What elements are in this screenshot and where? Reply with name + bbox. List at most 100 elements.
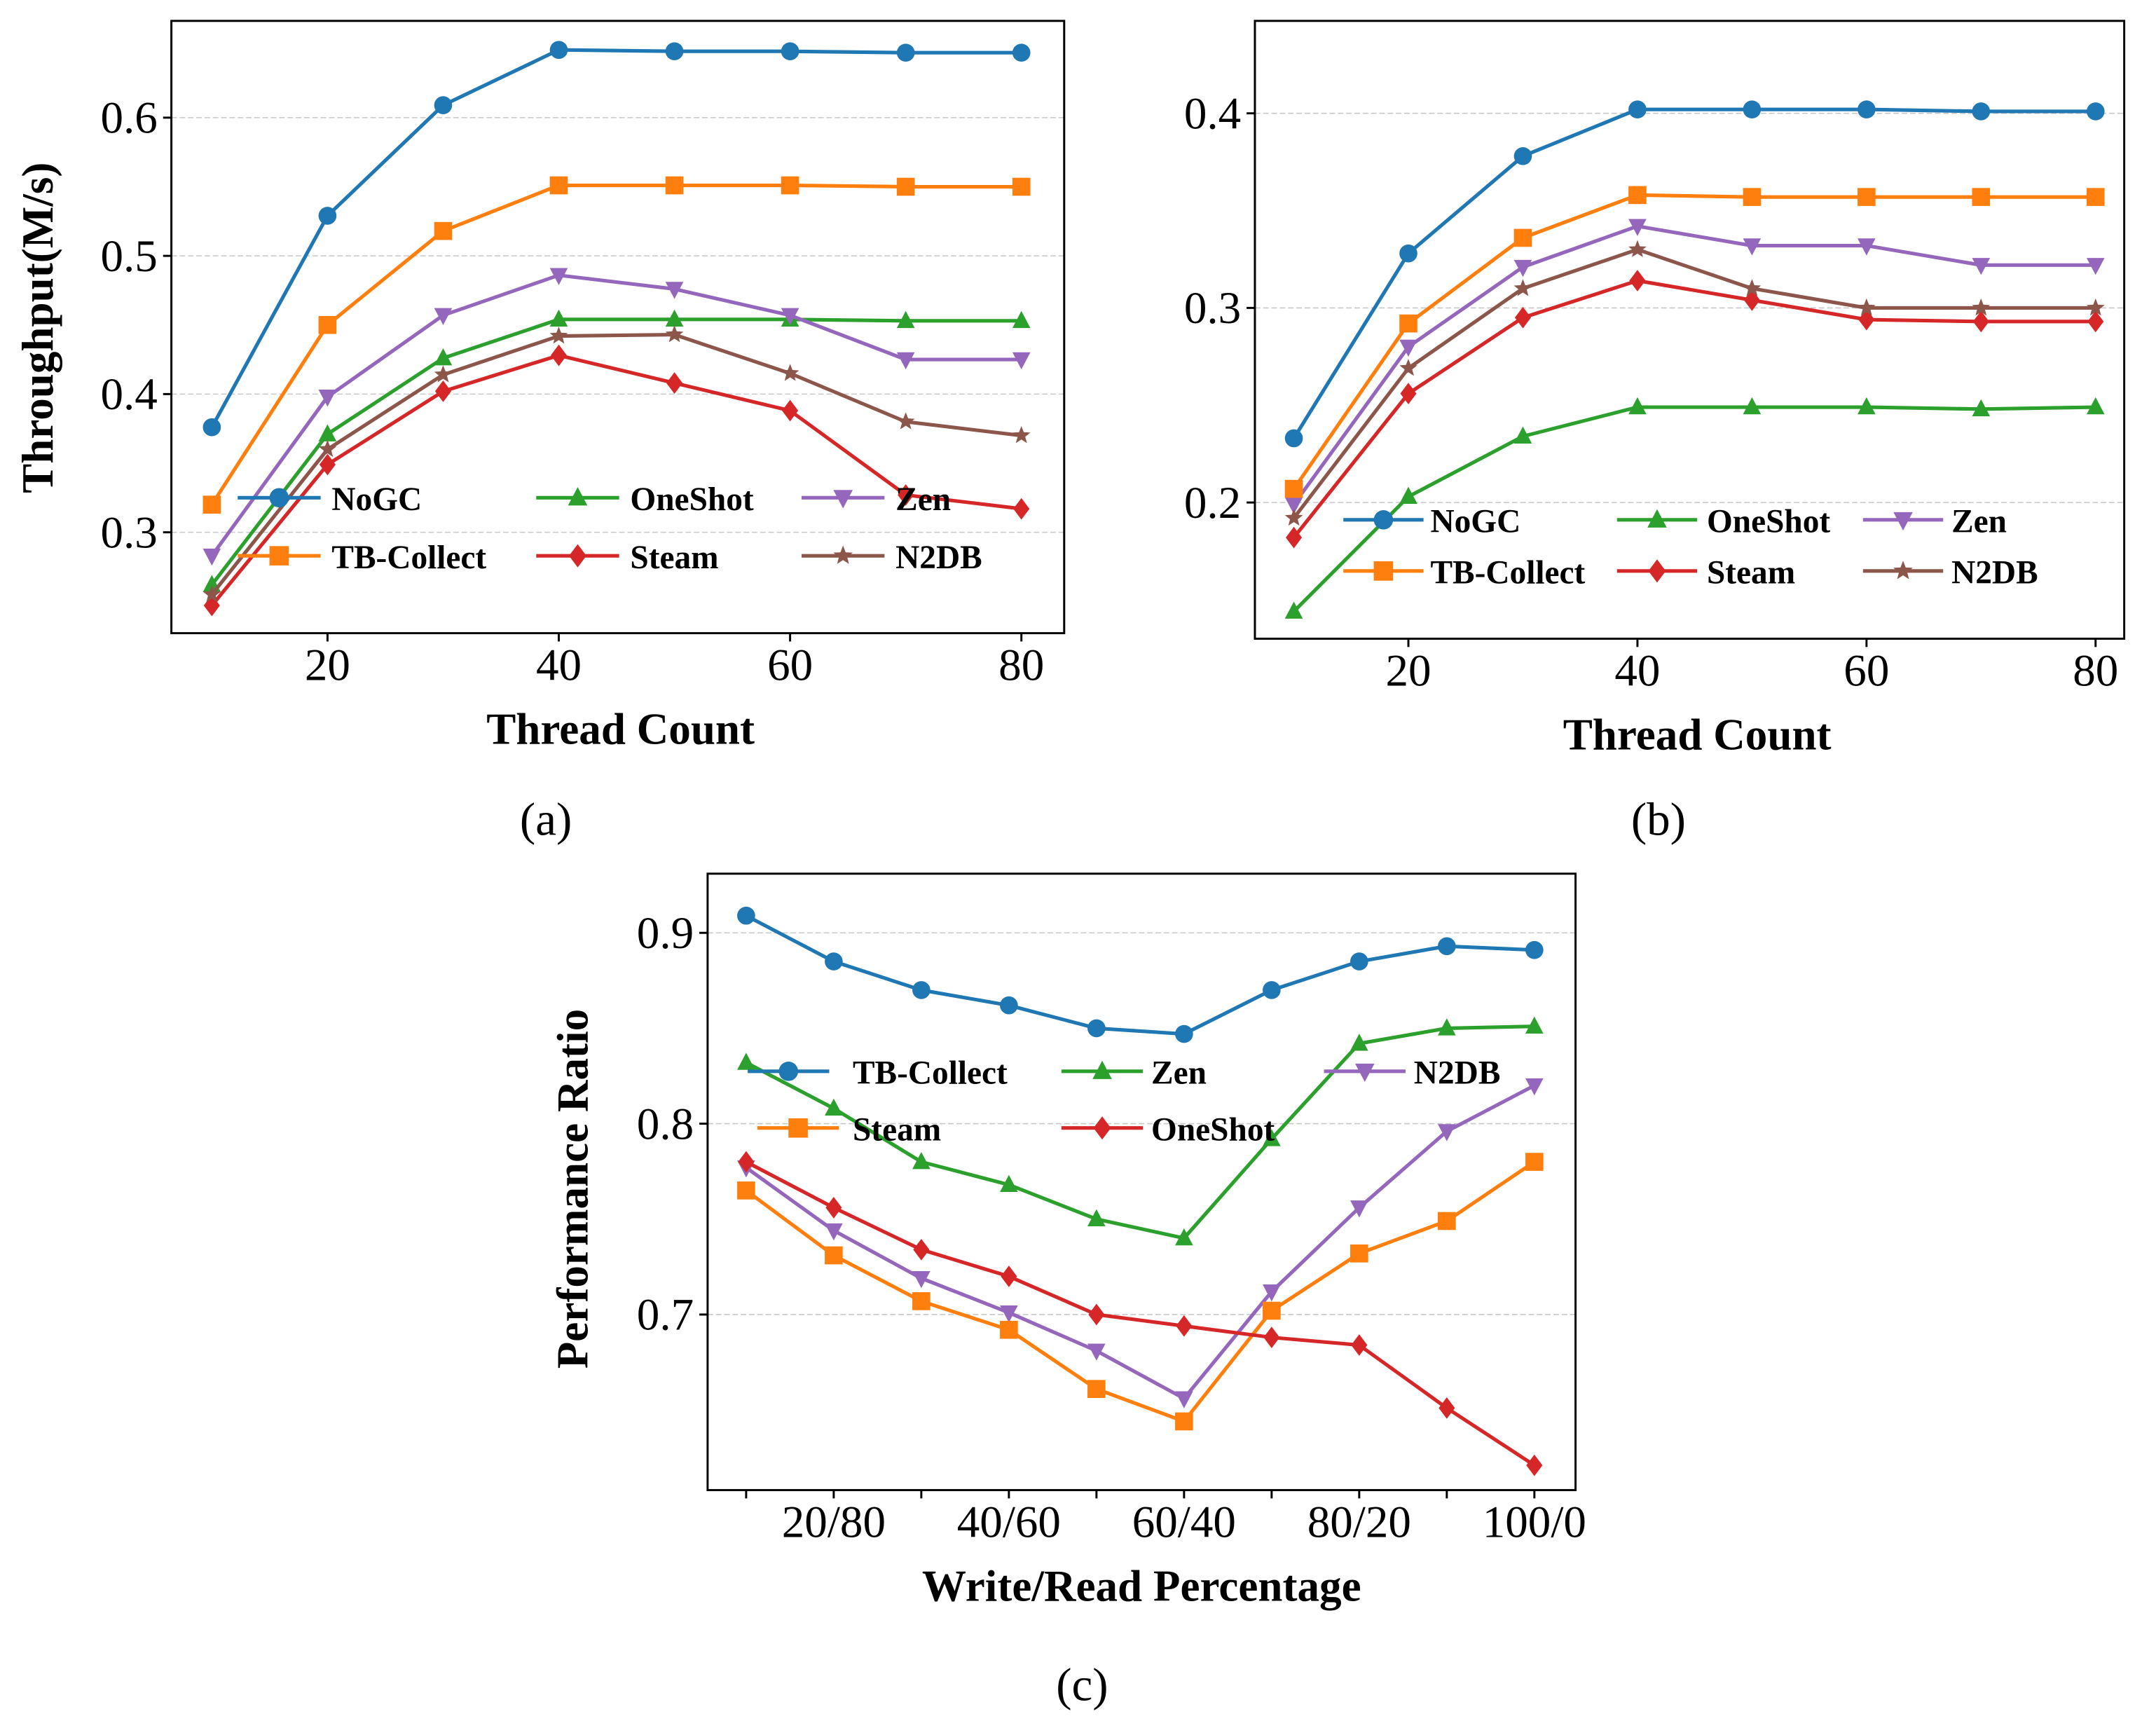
series-line [1292, 278, 2096, 539]
square-marker [1525, 1153, 1544, 1171]
circle-marker [1525, 940, 1544, 959]
circle-marker [896, 43, 915, 62]
triangle-down-marker [833, 490, 853, 509]
series-line [745, 1083, 1536, 1401]
triangle-up-marker [912, 1151, 931, 1170]
series-tb-collect [202, 176, 1031, 514]
square-marker [1350, 1244, 1368, 1263]
series-line [745, 1160, 1536, 1467]
x-tick-label: 60 [767, 640, 813, 691]
square-marker [1000, 1320, 1018, 1339]
series-line [1292, 193, 2096, 491]
square-marker [1972, 188, 1991, 206]
circle-marker [1000, 996, 1018, 1015]
y-tick-label: 0.9 [637, 908, 694, 959]
x-tick-label: 80/20 [1307, 1497, 1411, 1548]
triangle-up-marker [896, 310, 915, 329]
triangle-up-marker [1399, 486, 1417, 505]
triangle-down-marker [202, 548, 221, 566]
diamond-marker [898, 484, 914, 506]
series-nogc [202, 41, 1031, 437]
circle-marker [737, 906, 755, 925]
series-line [1292, 107, 2096, 439]
circle-marker [1743, 100, 1762, 118]
series-line [210, 353, 1022, 607]
legend-label: TB-Collect [331, 540, 486, 576]
triangle-up-marker [1000, 1174, 1018, 1193]
legend-label: Zen [895, 481, 951, 518]
triangle-up-marker [1092, 1060, 1112, 1079]
star-marker [549, 327, 568, 344]
diamond-marker [825, 1197, 842, 1219]
x-tick-label: 20 [1385, 646, 1431, 697]
legend: TB-Collect Zen N2DB Steam OneShot [748, 1055, 1500, 1148]
series-line [210, 332, 1022, 596]
diamond-marker [1439, 1397, 1455, 1419]
circle-marker [1087, 1019, 1106, 1038]
y-axis-label: Throughput(M/s) [13, 163, 62, 493]
series-line [745, 914, 1534, 1036]
triangle-up-marker [568, 487, 588, 506]
legend-item-n2db: N2DB [1324, 1055, 1500, 1092]
legend-item-zen: Zen [1862, 504, 2007, 540]
subfigure-caption: (a) [520, 793, 572, 846]
triangle-up-marker [2086, 397, 2105, 415]
diamond-marker [1093, 1116, 1111, 1140]
subfigure-caption: (c) [1056, 1658, 1108, 1710]
legend-item-nogc: NoGC [238, 481, 422, 518]
series-n2db [1284, 240, 2105, 526]
plot-frame [706, 872, 1577, 1491]
circle-marker [1350, 952, 1368, 971]
series-line [210, 183, 1022, 506]
diamond-marker [2087, 310, 2104, 333]
diamond-marker [319, 453, 336, 476]
circle-marker [1972, 102, 1991, 121]
star-marker [1743, 279, 1762, 296]
series-zen [202, 268, 1031, 566]
triangle-down-marker [1893, 512, 1913, 531]
y-tick-label: 0.2 [1184, 478, 1241, 528]
diamond-marker [434, 380, 451, 402]
star-marker [1893, 561, 1913, 580]
triangle-down-marker [1972, 258, 1991, 275]
star-marker [1513, 279, 1532, 296]
triangle-up-marker [1858, 397, 1876, 415]
chart-a: 0.3 0.4 0.5 0.6 20 40 60 80 NoGC OneShot Zen TB-Col… [13, 20, 1066, 846]
diamond-marker [1286, 526, 1303, 549]
y-tick-label: 0.8 [637, 1099, 694, 1149]
triangle-up-marker [825, 1098, 843, 1116]
triangle-down-marker [1263, 1284, 1281, 1302]
triangle-down-marker [1284, 497, 1303, 514]
square-marker [665, 176, 684, 195]
triangle-down-marker [896, 352, 915, 370]
x-tick-label: 40 [1614, 646, 1660, 697]
square-marker [1438, 1212, 1456, 1230]
series-line [210, 317, 1022, 587]
circle-marker [1858, 100, 1876, 118]
circle-marker [1175, 1024, 1193, 1043]
star-marker [1284, 508, 1303, 526]
y-tick-label: 0.4 [100, 369, 157, 420]
diamond-marker [1858, 308, 1875, 331]
x-tick-label: 40 [536, 640, 582, 691]
diamond-marker [1013, 498, 1030, 520]
triangle-down-marker [825, 1223, 843, 1241]
square-marker [1743, 188, 1762, 206]
triangle-down-marker [1525, 1078, 1544, 1096]
star-marker [833, 545, 853, 564]
square-marker [549, 176, 568, 195]
triangle-up-marker [1012, 310, 1031, 329]
y-tick-label: 0.7 [637, 1290, 694, 1340]
legend-item-steam: Steam [757, 1111, 941, 1148]
circle-marker [434, 96, 453, 114]
legend-item-oneshot: OneShot [1061, 1111, 1275, 1148]
triangle-down-marker [1175, 1391, 1193, 1408]
circle-marker [1284, 429, 1303, 448]
circle-marker [1373, 510, 1394, 530]
circle-marker [1012, 43, 1031, 62]
y-tick-label: 0.3 [1184, 283, 1241, 334]
triangle-down-marker [1000, 1305, 1018, 1323]
star-marker [1972, 298, 1991, 316]
series-steam [737, 1153, 1544, 1431]
star-marker [1628, 240, 1647, 257]
